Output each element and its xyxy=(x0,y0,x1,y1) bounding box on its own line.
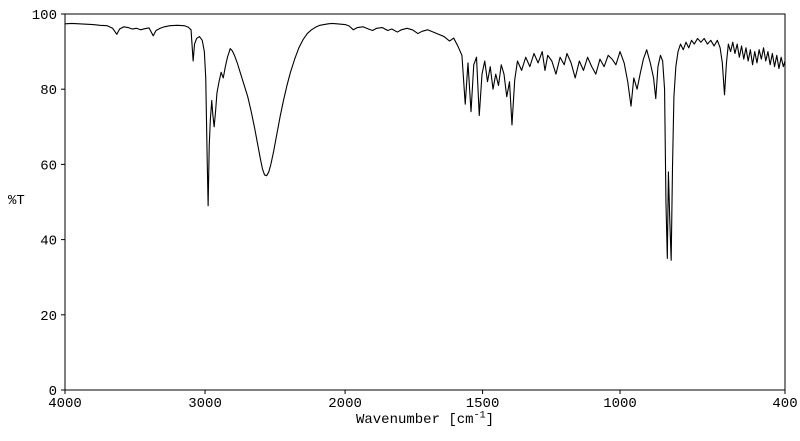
x-tick-label: 3000 xyxy=(188,396,222,412)
y-tick-label: 0 xyxy=(49,384,57,400)
x-tick-label: 1500 xyxy=(466,396,500,412)
y-tick-label: 60 xyxy=(40,158,57,174)
y-tick-label: 80 xyxy=(40,83,57,99)
x-tick-label: 2000 xyxy=(328,396,362,412)
x-axis-title-main: Wavenumber [cm xyxy=(355,412,474,428)
x-tick-label: 4000 xyxy=(48,396,82,412)
y-axis-title: %T xyxy=(8,193,25,209)
y-tick-label: 40 xyxy=(40,234,57,250)
plot-frame xyxy=(64,13,786,391)
x-axis-title: Wavenumber [cm-1] xyxy=(65,410,785,428)
y-tick-label: 100 xyxy=(32,8,57,24)
x-tick-label: 400 xyxy=(772,396,797,412)
spectrum-trace xyxy=(64,22,786,261)
x-axis-title-close: ] xyxy=(485,412,495,428)
x-tick-label: 1000 xyxy=(603,396,637,412)
x-axis-title-superscript: -1 xyxy=(473,410,486,422)
y-tick-label: 20 xyxy=(40,309,57,325)
